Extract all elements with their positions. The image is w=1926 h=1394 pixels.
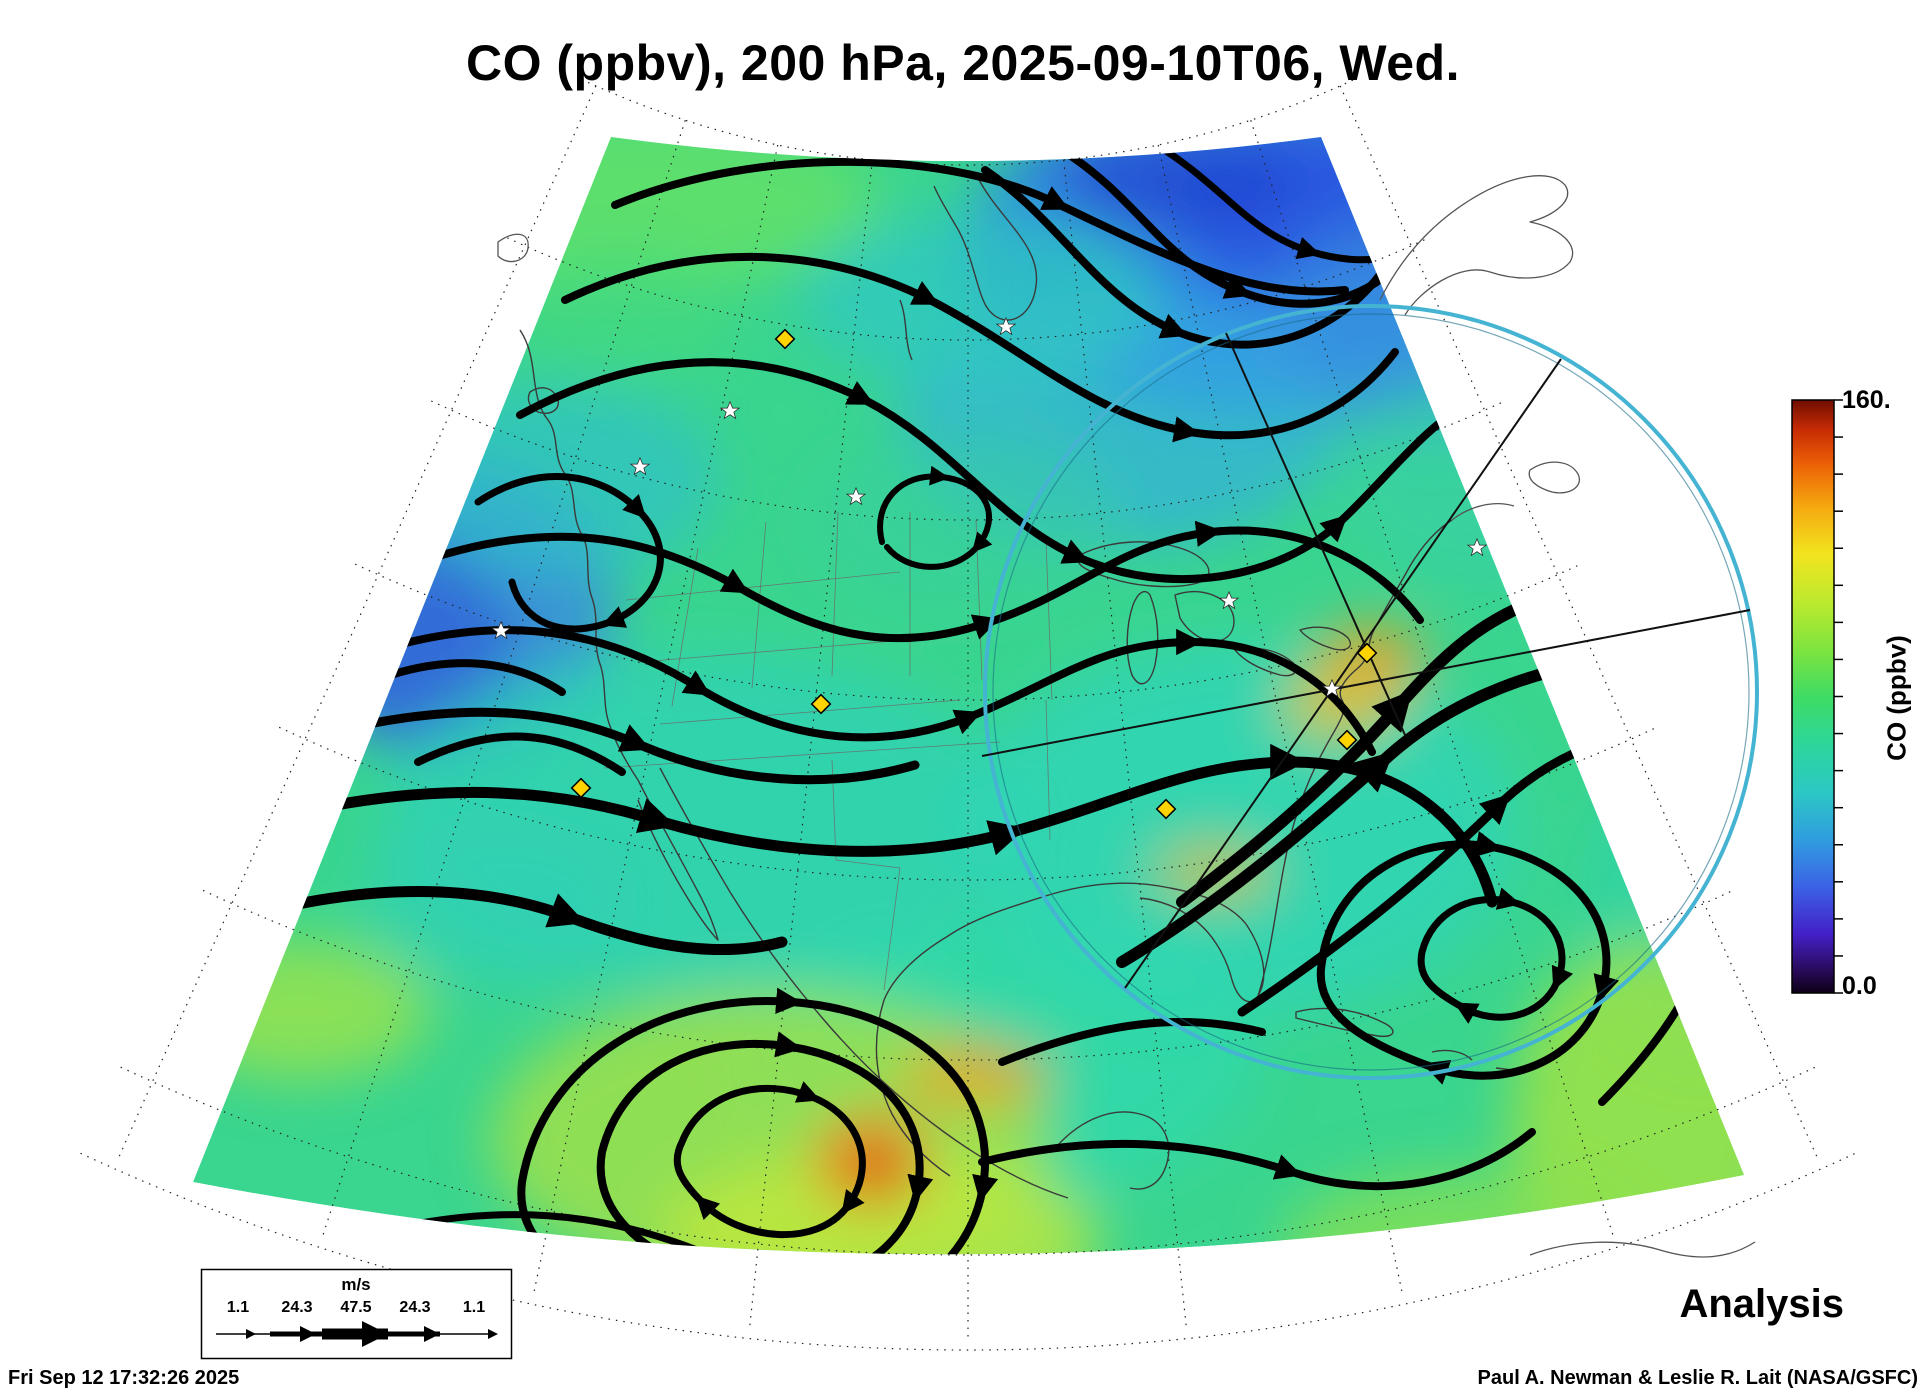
wind-legend-box [200,1268,513,1360]
arrowhead-icon [246,1329,256,1339]
wind-legend-value: 1.1 [227,1299,249,1316]
colorbar-max-label: 160. [1842,386,1891,414]
footer-credit: Paul A. Newman & Leslie R. Lait (NASA/GS… [1477,1367,1918,1389]
colorbar-min-label: 0.0 [1842,972,1877,1000]
range-circle-overlay [981,304,1759,1080]
analysis-label: Analysis [1679,1282,1844,1326]
wind-legend-svg: m/s 1.1 24.3 47.5 24.3 1.1 [200,1268,513,1360]
wind-legend-value: 24.3 [399,1299,430,1316]
arrowhead-icon [362,1321,388,1347]
page-title: CO (ppbv), 200 hPa, 2025-09-10T06, Wed. [466,35,1460,91]
footer-timestamp: Fri Sep 12 17:32:26 2025 [8,1367,240,1389]
wind-legend-value: 24.3 [281,1299,312,1316]
wind-legend-units: m/s [341,1275,370,1294]
colorbar [1788,398,1868,1003]
track-line-1 [1124,358,1562,989]
wind-legend-value: 47.5 [340,1299,371,1316]
colorbar-ticks [1834,399,1843,994]
wind-legend-value: 1.1 [463,1299,485,1316]
wind-streamlines [256,137,1726,1255]
arrowhead-icon [488,1329,498,1339]
colorbar-axis-label: CO (ppbv) [1881,635,1912,761]
colorbar-gradient [1791,399,1835,994]
colorbar-svg [1791,399,1843,994]
arrowhead-icon [300,1326,316,1342]
track-line-2 [981,609,1751,757]
range-circle-inner [992,313,1750,1071]
arrowhead-icon [424,1326,440,1342]
wind-legend-arrows [216,1321,498,1347]
track-line-3 [1225,332,1406,736]
wind-speed-legend: m/s 1.1 24.3 47.5 24.3 1.1 [200,1268,513,1365]
range-circle [983,304,1759,1080]
coastlines-outside [497,175,1756,1258]
